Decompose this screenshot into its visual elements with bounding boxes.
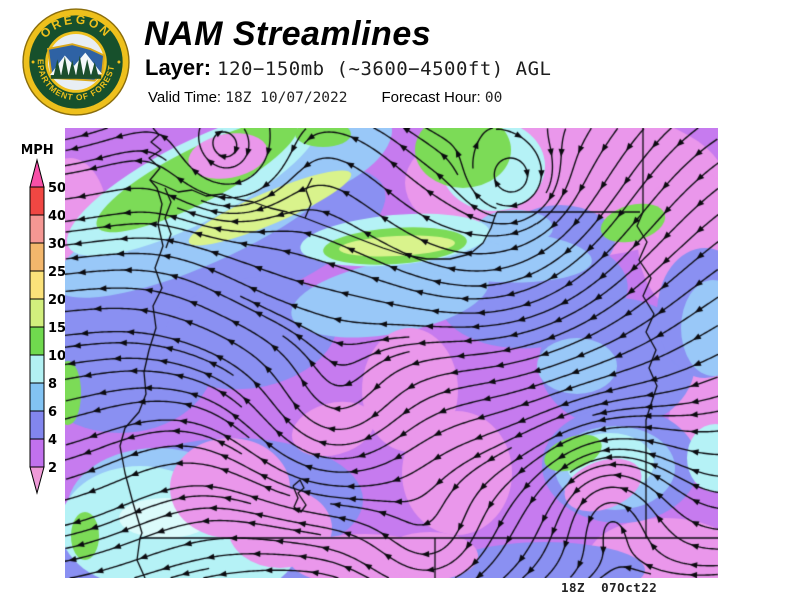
svg-text:8: 8 [48,377,57,392]
logo-right-dot [117,60,121,64]
layer-label: Layer: [145,55,212,80]
logo-trees [50,55,102,79]
svg-text:25: 25 [48,265,66,280]
legend-title: MPH [22,143,54,158]
layer-value: 120−150mb (~3600−4500ft) AGL [217,58,552,80]
page-title: NAM Streamlines [144,15,432,53]
svg-text:40: 40 [48,209,66,224]
valid-time-value: 18Z 10/07/2022 [225,90,348,106]
map-timestamp: 18Z 07Oct22 [561,580,658,595]
svg-text:6: 6 [48,405,57,420]
svg-text:15: 15 [48,321,66,336]
streamline-map [65,128,718,578]
wind-speed-legend: MPH 50 40 30 25 20 15 10 8 6 4 2 [22,143,66,495]
forecast-hour-label: Forecast Hour: [381,89,481,106]
logo-left-dot [31,60,35,64]
svg-text:30: 30 [48,237,66,252]
svg-text:4: 4 [48,433,57,448]
svg-text:50: 50 [48,181,66,196]
valid-time-label: Valid Time: [148,89,222,106]
forecast-hour-value: 00 [484,90,503,106]
svg-text:20: 20 [48,293,66,308]
svg-text:10: 10 [48,349,66,364]
odf-logo: OREGON DEPARTMENT OF FORESTRY [20,6,130,116]
layer-line: Layer: 120−150mb (~3600−4500ft) AGL [145,56,551,80]
svg-text:2: 2 [48,461,57,476]
valid-time-line: Valid Time: 18Z 10/07/2022 Forecast Hour:… [148,89,502,106]
